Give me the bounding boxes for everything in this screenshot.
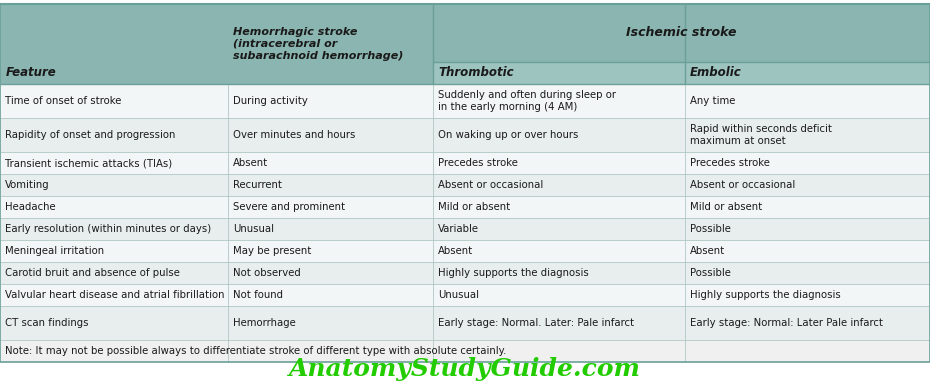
Bar [685, 118, 930, 152]
Text: Suddenly and often during sleep or
in the early morning (4 AM): Suddenly and often during sleep or in th… [438, 90, 616, 112]
Text: During activity: During activity [233, 96, 308, 106]
Bar [433, 196, 685, 218]
Text: Feature: Feature [6, 67, 57, 79]
Bar [0, 306, 228, 340]
Text: Over minutes and hours: Over minutes and hours [233, 130, 355, 140]
Text: Hemorrhage: Hemorrhage [233, 318, 296, 328]
Bar [433, 84, 685, 118]
Bar [433, 240, 685, 262]
Bar [228, 284, 433, 306]
Bar [0, 262, 228, 284]
Text: Mild or absent: Mild or absent [690, 202, 763, 212]
Bar [228, 84, 433, 118]
Text: Severe and prominent: Severe and prominent [233, 202, 345, 212]
Text: Rapid within seconds deficit
maximum at onset: Rapid within seconds deficit maximum at … [690, 124, 832, 146]
Bar [228, 306, 433, 340]
Text: Unusual: Unusual [438, 290, 479, 300]
Bar [433, 306, 685, 340]
Text: CT scan findings: CT scan findings [5, 318, 88, 328]
Text: Recurrent: Recurrent [233, 180, 282, 190]
Bar [0, 340, 930, 362]
Text: Absent: Absent [690, 246, 725, 256]
Text: Absent: Absent [438, 246, 473, 256]
Text: Absent: Absent [233, 158, 268, 168]
Bar [685, 306, 930, 340]
Text: Variable: Variable [438, 224, 479, 234]
Bar [433, 62, 685, 84]
Text: Thrombotic: Thrombotic [438, 67, 513, 79]
Text: Not found: Not found [233, 290, 283, 300]
Text: Possible: Possible [690, 268, 731, 278]
Text: Ischemic stroke: Ischemic stroke [626, 26, 737, 39]
Bar [0, 240, 228, 262]
Text: AnatomyStudyGuide.com: AnatomyStudyGuide.com [289, 357, 641, 381]
Bar [228, 218, 433, 240]
Bar [685, 262, 930, 284]
Bar [433, 118, 685, 152]
Bar [685, 284, 930, 306]
Bar [685, 174, 930, 196]
Text: Embolic: Embolic [690, 67, 742, 79]
Bar [685, 218, 930, 240]
Bar [685, 196, 930, 218]
Text: Unusual: Unusual [233, 224, 274, 234]
Bar [228, 196, 433, 218]
Bar [433, 262, 685, 284]
Text: Meningeal irritation: Meningeal irritation [5, 246, 104, 256]
Bar [228, 262, 433, 284]
Bar [433, 152, 685, 174]
Bar [685, 62, 930, 84]
Bar [433, 284, 685, 306]
Text: Rapidity of onset and progression: Rapidity of onset and progression [5, 130, 176, 140]
Bar [228, 240, 433, 262]
Text: Mild or absent: Mild or absent [438, 202, 511, 212]
Bar [0, 4, 228, 84]
Bar [0, 118, 228, 152]
Text: Highly supports the diagnosis: Highly supports the diagnosis [438, 268, 589, 278]
Text: Transient ischemic attacks (TIAs): Transient ischemic attacks (TIAs) [5, 158, 172, 168]
Text: Note: It may not be possible always to differentiate stroke of different type wi: Note: It may not be possible always to d… [5, 346, 506, 356]
Text: Time of onset of stroke: Time of onset of stroke [5, 96, 122, 106]
Bar [433, 174, 685, 196]
Bar [685, 240, 930, 262]
Bar [0, 196, 228, 218]
Bar [433, 218, 685, 240]
Bar [685, 152, 930, 174]
Text: Possible: Possible [690, 224, 731, 234]
Text: Headache: Headache [5, 202, 56, 212]
Text: Early stage: Normal: Later Pale infarct: Early stage: Normal: Later Pale infarct [690, 318, 883, 328]
Text: Any time: Any time [690, 96, 736, 106]
Bar [433, 4, 930, 62]
Text: Hemorrhagic stroke
(intracerebral or
subarachnoid hemorrhage): Hemorrhagic stroke (intracerebral or sub… [233, 27, 404, 62]
Text: Early stage: Normal. Later: Pale infarct: Early stage: Normal. Later: Pale infarct [438, 318, 634, 328]
Text: May be present: May be present [233, 246, 312, 256]
Bar [228, 118, 433, 152]
Bar [685, 84, 930, 118]
Bar [228, 4, 433, 84]
Text: Absent or occasional: Absent or occasional [690, 180, 795, 190]
Text: Valvular heart disease and atrial fibrillation: Valvular heart disease and atrial fibril… [5, 290, 224, 300]
Text: Carotid bruit and absence of pulse: Carotid bruit and absence of pulse [5, 268, 179, 278]
Text: Precedes stroke: Precedes stroke [438, 158, 518, 168]
Text: Not observed: Not observed [233, 268, 300, 278]
Bar [228, 152, 433, 174]
Bar [0, 284, 228, 306]
Text: Precedes stroke: Precedes stroke [690, 158, 770, 168]
Bar [0, 218, 228, 240]
Text: On waking up or over hours: On waking up or over hours [438, 130, 578, 140]
Bar [0, 152, 228, 174]
Text: Highly supports the diagnosis: Highly supports the diagnosis [690, 290, 841, 300]
Text: Absent or occasional: Absent or occasional [438, 180, 543, 190]
Bar [228, 174, 433, 196]
Text: Vomiting: Vomiting [5, 180, 49, 190]
Bar [0, 174, 228, 196]
Bar [0, 84, 228, 118]
Text: Early resolution (within minutes or days): Early resolution (within minutes or days… [5, 224, 211, 234]
